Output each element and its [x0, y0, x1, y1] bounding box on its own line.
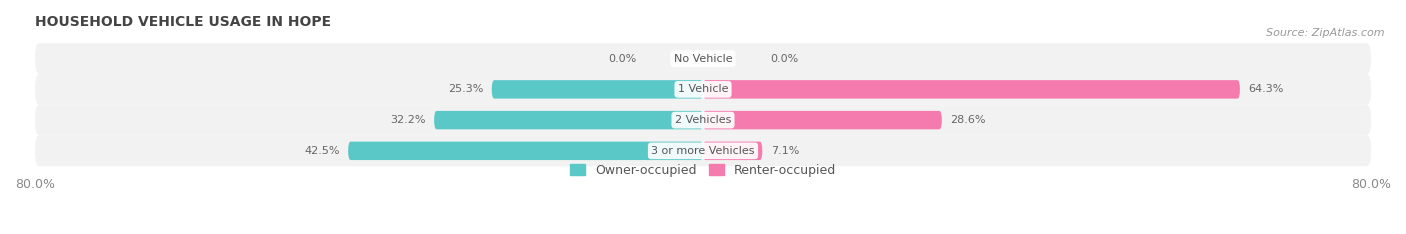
Text: 7.1%: 7.1%	[770, 146, 799, 156]
Text: HOUSEHOLD VEHICLE USAGE IN HOPE: HOUSEHOLD VEHICLE USAGE IN HOPE	[35, 15, 332, 29]
Text: 25.3%: 25.3%	[449, 84, 484, 94]
Text: 64.3%: 64.3%	[1249, 84, 1284, 94]
Text: 32.2%: 32.2%	[391, 115, 426, 125]
Text: 42.5%: 42.5%	[304, 146, 340, 156]
Text: No Vehicle: No Vehicle	[673, 54, 733, 64]
Text: Source: ZipAtlas.com: Source: ZipAtlas.com	[1267, 28, 1385, 38]
FancyBboxPatch shape	[434, 111, 703, 129]
FancyBboxPatch shape	[703, 80, 1240, 99]
FancyBboxPatch shape	[703, 142, 762, 160]
FancyBboxPatch shape	[35, 135, 1371, 166]
FancyBboxPatch shape	[492, 80, 703, 99]
FancyBboxPatch shape	[349, 142, 703, 160]
Text: 0.0%: 0.0%	[607, 54, 636, 64]
FancyBboxPatch shape	[35, 43, 1371, 74]
Text: 0.0%: 0.0%	[770, 54, 799, 64]
Text: 1 Vehicle: 1 Vehicle	[678, 84, 728, 94]
Text: 2 Vehicles: 2 Vehicles	[675, 115, 731, 125]
Legend: Owner-occupied, Renter-occupied: Owner-occupied, Renter-occupied	[569, 164, 837, 177]
FancyBboxPatch shape	[35, 74, 1371, 105]
Text: 3 or more Vehicles: 3 or more Vehicles	[651, 146, 755, 156]
FancyBboxPatch shape	[703, 111, 942, 129]
FancyBboxPatch shape	[35, 105, 1371, 135]
Text: 28.6%: 28.6%	[950, 115, 986, 125]
